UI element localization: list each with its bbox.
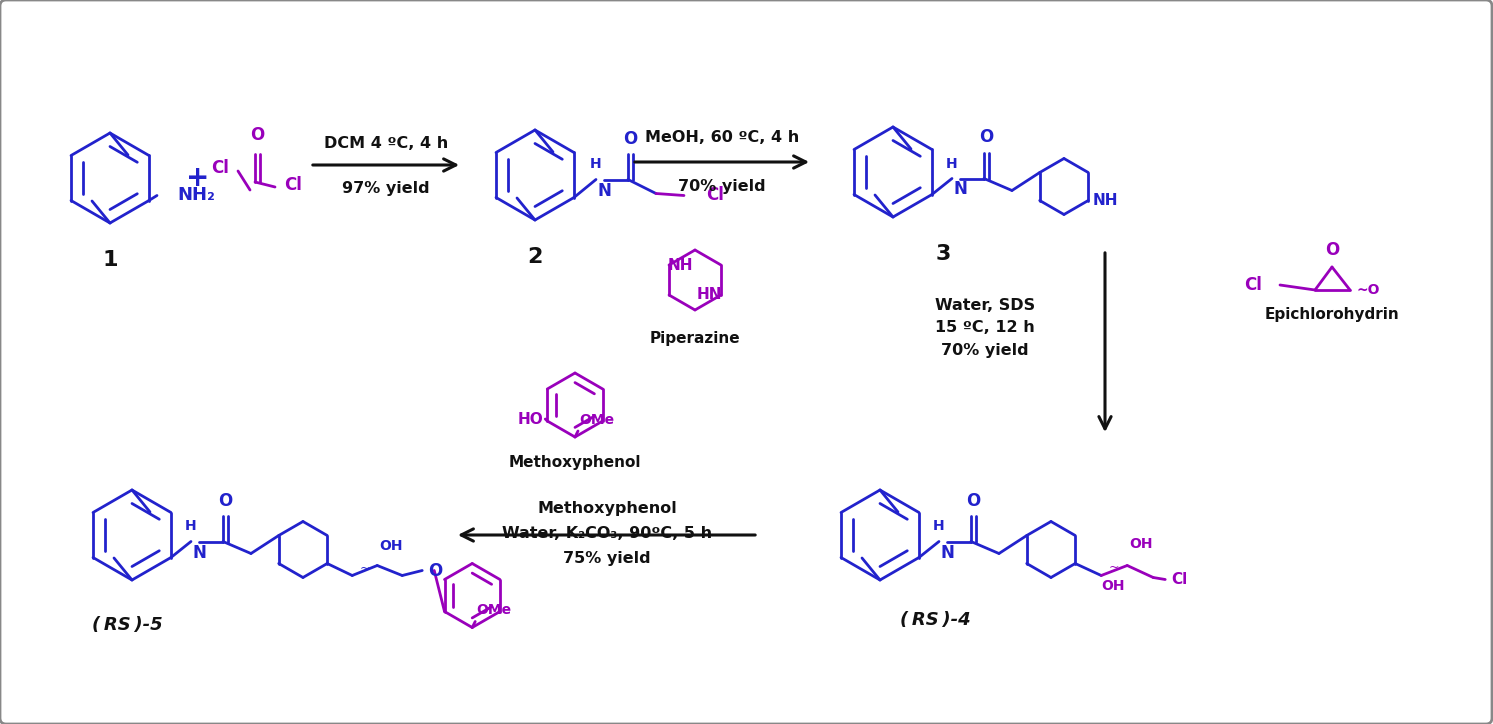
Text: H: H	[933, 520, 945, 534]
Text: Piperazine: Piperazine	[649, 330, 741, 345]
Text: Cl: Cl	[1171, 572, 1187, 587]
Text: Methoxyphenol: Methoxyphenol	[509, 455, 642, 471]
Text: H: H	[947, 156, 959, 170]
Text: Cl: Cl	[1244, 276, 1262, 294]
Text: Methoxyphenol: Methoxyphenol	[537, 500, 676, 515]
Text: DCM 4 ºC, 4 h: DCM 4 ºC, 4 h	[324, 135, 448, 151]
Text: OMe: OMe	[579, 413, 614, 427]
Text: MeOH, 60 ºC, 4 h: MeOH, 60 ºC, 4 h	[645, 130, 799, 146]
Text: ~: ~	[360, 562, 370, 575]
Text: O: O	[979, 128, 993, 146]
Text: OH: OH	[1129, 537, 1153, 552]
Text: H: H	[185, 520, 197, 534]
Text: O: O	[1324, 241, 1339, 259]
Text: N: N	[599, 182, 612, 200]
Text: 1: 1	[102, 250, 118, 270]
Text: NH: NH	[667, 258, 693, 273]
Text: N: N	[954, 180, 967, 198]
Text: ( RS )-5: ( RS )-5	[91, 616, 163, 634]
Text: 2: 2	[527, 247, 542, 267]
Text: HN: HN	[697, 287, 723, 302]
Text: Cl: Cl	[211, 159, 228, 177]
Text: 3: 3	[935, 244, 951, 264]
Text: OH: OH	[379, 539, 403, 554]
Text: N: N	[193, 544, 208, 562]
Text: Cl: Cl	[706, 187, 724, 204]
Text: OH: OH	[1102, 579, 1126, 594]
Text: H: H	[590, 158, 602, 172]
Text: +: +	[187, 164, 209, 192]
Text: OMe: OMe	[476, 604, 511, 618]
Text: O: O	[966, 492, 979, 510]
Text: Water, K₂CO₃, 90ºC, 5 h: Water, K₂CO₃, 90ºC, 5 h	[502, 526, 712, 542]
Text: NH: NH	[1093, 193, 1118, 208]
Text: Epichlorohydrin: Epichlorohydrin	[1265, 308, 1399, 322]
Text: ~O: ~O	[1356, 283, 1380, 297]
Text: 15 ºC, 12 h: 15 ºC, 12 h	[935, 321, 1035, 335]
Text: HO: HO	[518, 411, 543, 426]
Text: O: O	[428, 562, 442, 579]
Text: Cl: Cl	[284, 176, 302, 194]
Text: 70% yield: 70% yield	[941, 343, 1029, 358]
Text: O: O	[218, 492, 231, 510]
Text: NH₂: NH₂	[178, 185, 215, 203]
Text: ( RS )-4: ( RS )-4	[900, 611, 970, 629]
Text: 97% yield: 97% yield	[342, 180, 430, 195]
Text: 70% yield: 70% yield	[678, 179, 766, 193]
Text: 75% yield: 75% yield	[563, 550, 651, 565]
Text: O: O	[249, 126, 264, 144]
Text: O: O	[623, 130, 638, 148]
Text: ~: ~	[1109, 561, 1120, 574]
Text: Water, SDS: Water, SDS	[935, 298, 1035, 313]
Text: N: N	[941, 544, 956, 562]
